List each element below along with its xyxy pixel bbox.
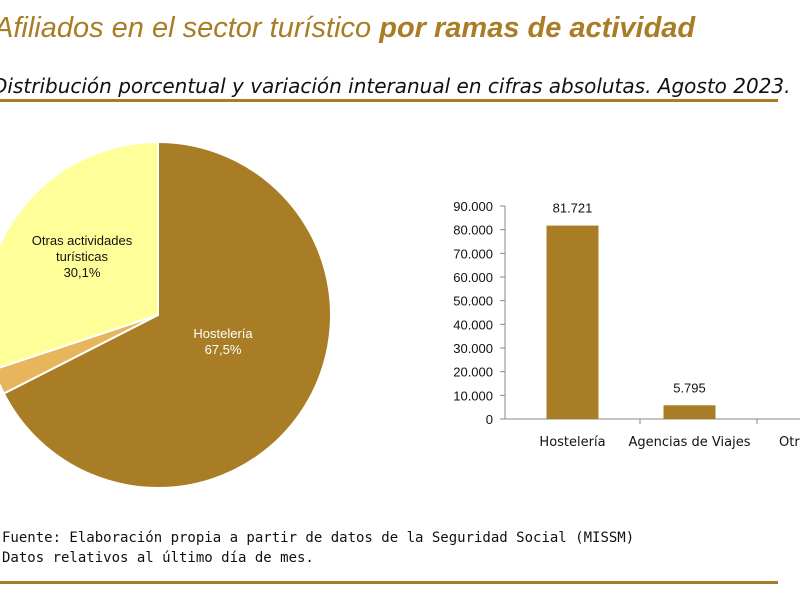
y-tick-label: 40.000 (453, 317, 493, 332)
pie-label: turísticas (56, 249, 109, 264)
y-tick-label: 60.000 (453, 270, 493, 285)
y-tick-label: 90.000 (453, 199, 493, 214)
pie-label: 67,5% (205, 342, 242, 357)
title-regular: Afiliados en el sector turístico (0, 12, 380, 44)
page-title: Afiliados en el sector turístico por ram… (0, 12, 695, 45)
pie-label: Otras actividades (32, 233, 133, 248)
bar-value-label: 81.721 (553, 201, 593, 216)
pie-slice (2, 140, 332, 489)
y-tick-label: 80.000 (453, 223, 493, 238)
pie-slice (0, 314, 159, 395)
y-tick-label: 50.000 (453, 294, 493, 309)
y-tick-label: 0 (486, 412, 493, 427)
pie-label: Hostelería (193, 326, 253, 341)
bar-value-label: 5.795 (673, 380, 706, 395)
bar (546, 225, 599, 419)
pie-label: 30,1% (64, 265, 101, 280)
pie-slice (0, 140, 159, 369)
x-category-label: Agencias de Viajes (629, 435, 751, 450)
x-category-label: Hostelería (539, 435, 605, 450)
bar (663, 405, 716, 419)
source-note: Fuente: Elaboración propia a partir de d… (2, 530, 635, 546)
bottom-divider (0, 581, 778, 584)
y-tick-label: 70.000 (453, 246, 493, 261)
title-bold: por ramas de actividad (379, 12, 696, 44)
y-tick-label: 30.000 (453, 341, 493, 356)
top-divider (0, 99, 778, 102)
footnotes: Fuente: Elaboración propia a partir de d… (2, 528, 634, 568)
data-note: Datos relativos al último día de mes. (2, 550, 314, 566)
page-subtitle: Distribución porcentual y variación inte… (0, 74, 791, 98)
x-category-label: Otr (779, 435, 800, 450)
y-tick-label: 20.000 (453, 365, 493, 380)
y-tick-label: 10.000 (453, 388, 493, 403)
